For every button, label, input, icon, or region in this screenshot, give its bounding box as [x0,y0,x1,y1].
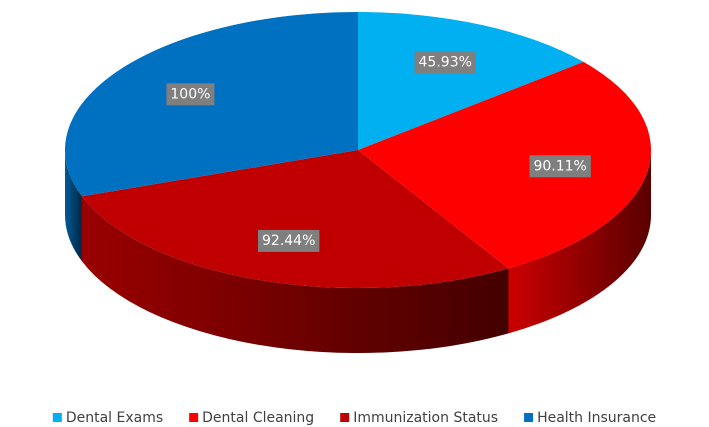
legend-label: Dental Exams [66,410,163,426]
data-label-box [529,155,591,178]
slice [358,12,584,150]
legend-swatch [524,413,534,422]
legend-swatch [340,413,350,422]
legend-swatch [52,413,62,422]
data-label: 90.11% [533,158,586,174]
data-label-box [414,51,476,74]
legend-label: Dental Cleaning [202,410,314,426]
data-label-box [258,229,320,252]
legend-label: Immunization Status [353,410,498,426]
slice-side [65,150,82,262]
slice-side [508,150,651,334]
slice [81,150,509,288]
data-label: 45.93% [419,55,472,71]
data-label: 100% [170,86,210,102]
slice [358,61,652,269]
data-label: 92.44% [262,233,315,249]
legend-label: Health Insurance [537,410,656,426]
slice-side [81,196,509,353]
legend-swatch [189,413,199,422]
data-label-box [166,83,215,106]
